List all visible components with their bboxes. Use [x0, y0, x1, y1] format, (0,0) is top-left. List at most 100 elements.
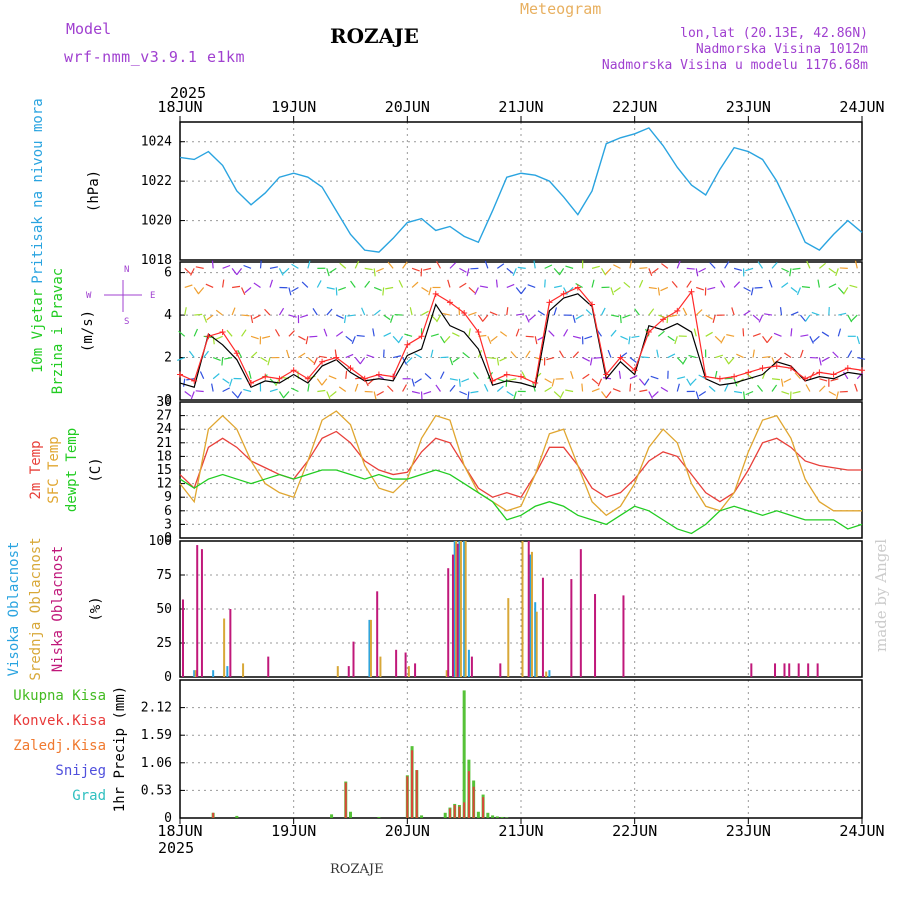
wind-barb	[336, 314, 344, 320]
wind-barb	[634, 308, 640, 316]
wind-barb	[397, 335, 404, 344]
gust-marker	[191, 377, 198, 384]
ytick-label-wind: 0	[164, 393, 172, 408]
gust-marker	[702, 373, 709, 380]
wind-barb	[565, 265, 574, 269]
wind-barb	[345, 370, 348, 379]
gust-marker	[546, 299, 553, 306]
precip-bar-ukupna-kisa	[349, 811, 352, 818]
wind-barb	[411, 378, 415, 387]
cloud-bar-niska	[456, 543, 459, 677]
cloud-bar-srednja	[223, 618, 226, 677]
temp-unit-label: (C)	[88, 457, 104, 482]
wind-barb	[758, 314, 764, 323]
xtick-label-bottom: 18JUN	[157, 822, 202, 840]
gust-marker	[759, 365, 766, 372]
wind-barb	[832, 351, 839, 358]
wind-barb	[648, 391, 654, 399]
cloud-bar-niska	[541, 577, 544, 677]
cloud-bar-visoka	[463, 541, 466, 677]
wind-barb	[688, 354, 697, 359]
wind-barb	[449, 384, 456, 392]
wind-barb	[372, 328, 375, 337]
wind-barb	[830, 378, 839, 382]
precip-bar-konvek	[411, 750, 414, 818]
wind-barb	[724, 357, 730, 365]
wind-barb	[639, 389, 648, 393]
cloud-bar-visoka	[548, 670, 551, 677]
wind-barb	[259, 260, 262, 269]
wind-barb	[768, 279, 773, 288]
cloud-bar-niska	[750, 663, 753, 677]
precip-bar-ukupna-kisa	[377, 816, 381, 818]
wind-barb	[474, 287, 479, 295]
wind-barb	[364, 280, 371, 288]
ytick-label-wind: 6	[164, 266, 172, 281]
wind-barb	[288, 314, 297, 318]
wind-barb	[780, 378, 784, 387]
ytick-label-temperature: 27	[156, 409, 172, 424]
wind-barb	[482, 314, 489, 322]
wind-barb	[241, 287, 246, 296]
ytick-label-clouds: 100	[149, 534, 172, 549]
wind-barb	[373, 268, 376, 277]
wind-barb	[572, 314, 576, 323]
wind-barb	[648, 308, 655, 316]
wind-barb	[726, 334, 735, 337]
ytick-label-precipitation: 0.53	[141, 783, 172, 798]
wind-barb	[698, 374, 706, 380]
precip-unit-label: 1hr Precip (mm)	[112, 686, 128, 812]
wind-barb	[819, 378, 828, 382]
gust-marker	[489, 377, 496, 384]
wind-barb	[585, 309, 593, 316]
wind-barb	[459, 267, 467, 273]
wind-barb	[345, 335, 353, 342]
gust-marker	[404, 341, 411, 348]
gust-marker	[589, 301, 596, 308]
cloud-bar-niska	[182, 599, 184, 677]
wind-barb	[661, 263, 669, 269]
wind-barb	[269, 279, 274, 288]
wind-barb	[724, 384, 729, 392]
cloud-bar-srednja	[336, 666, 339, 677]
wind-barb	[821, 357, 830, 362]
wind-barb	[229, 378, 233, 387]
wind-barb	[532, 383, 536, 392]
wind-barb	[629, 383, 632, 392]
wind-barb	[742, 328, 745, 337]
wind-barb	[487, 371, 494, 380]
wind-barb	[326, 308, 333, 316]
wind-barb	[449, 262, 457, 269]
wind-barb	[648, 286, 657, 290]
precip-bar-konvek	[453, 804, 456, 818]
wind-barb	[430, 333, 439, 337]
wind-barb	[290, 387, 299, 393]
wind-barb	[253, 282, 261, 288]
gust-marker	[859, 367, 865, 374]
precip-bar-konvek	[458, 806, 461, 818]
precip-bar-konvek	[482, 797, 485, 818]
gust-marker	[475, 329, 482, 336]
wind-barb	[591, 279, 595, 288]
wind-barb	[695, 309, 703, 316]
wind-barb	[335, 331, 344, 337]
wind-barb	[461, 378, 470, 383]
wind-barb	[771, 378, 781, 381]
wind-barb	[483, 384, 489, 392]
wind-barb	[212, 373, 220, 380]
ytick-label-precipitation: 1.59	[141, 728, 172, 743]
wind-barb	[708, 385, 716, 392]
wind-barb	[447, 279, 451, 288]
wind-barb	[572, 335, 582, 339]
wind-barb	[430, 349, 434, 358]
wind-barb	[414, 378, 422, 384]
wind-barb	[458, 378, 461, 387]
wind-barb	[354, 383, 359, 392]
cloud-bar-niska	[347, 666, 350, 677]
wind-barb	[695, 391, 700, 400]
temp-series-sfc-temp	[179, 410, 862, 517]
wind-barb	[546, 356, 555, 361]
wind-barb	[676, 260, 681, 269]
wind-barb	[651, 267, 659, 274]
precip-bar-ukupna-kisa	[495, 816, 499, 818]
